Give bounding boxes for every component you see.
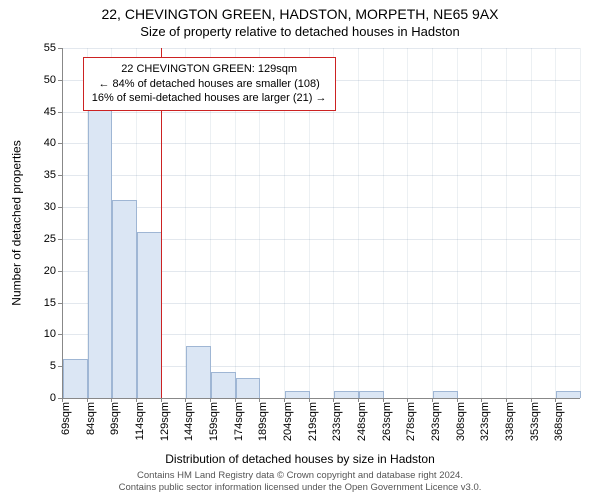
gridline-v — [580, 48, 581, 398]
info-box-line1: 22 CHEVINGTON GREEN: 129sqm — [92, 62, 327, 77]
gridline-v — [531, 48, 532, 398]
gridline-v — [457, 48, 458, 398]
gridline-v — [407, 48, 408, 398]
x-axis-line — [62, 398, 580, 399]
x-tick-label: 248sqm — [356, 402, 368, 441]
histogram-bar — [137, 232, 162, 398]
x-tick-label: 174sqm — [233, 402, 245, 441]
histogram-bar — [556, 391, 581, 398]
histogram-bar — [334, 391, 359, 398]
x-tick-label: 144sqm — [183, 402, 195, 441]
x-tick-label: 219sqm — [307, 402, 319, 441]
y-axis-label-container: Number of detached properties — [10, 48, 24, 398]
footer-attribution: Contains HM Land Registry data © Crown c… — [0, 470, 600, 494]
histogram-bar — [211, 372, 236, 398]
gridline-v — [432, 48, 433, 398]
chart-plot-area: 051015202530354045505569sqm84sqm99sqm114… — [62, 48, 580, 398]
x-tick-label: 69sqm — [60, 402, 72, 435]
x-tick-label: 129sqm — [159, 402, 171, 441]
gridline-h — [62, 207, 580, 208]
x-tick-label: 233sqm — [331, 402, 343, 441]
info-box: 22 CHEVINGTON GREEN: 129sqm← 84% of deta… — [83, 57, 336, 112]
gridline-h — [62, 112, 580, 113]
x-axis-label: Distribution of detached houses by size … — [0, 452, 600, 466]
histogram-bar — [112, 200, 137, 398]
histogram-bar — [433, 391, 458, 398]
histogram-bar — [88, 104, 113, 398]
histogram-bar — [359, 391, 384, 398]
x-tick-label: 293sqm — [430, 402, 442, 441]
footer-line1: Contains HM Land Registry data © Crown c… — [0, 470, 600, 482]
x-tick-label: 368sqm — [553, 402, 565, 441]
info-box-line3: 16% of semi-detached houses are larger (… — [92, 91, 327, 106]
x-tick-label: 99sqm — [109, 402, 121, 435]
histogram-bar — [186, 346, 211, 398]
gridline-h — [62, 175, 580, 176]
gridline-v — [506, 48, 507, 398]
page-title-line2: Size of property relative to detached ho… — [0, 24, 600, 39]
x-tick-label: 189sqm — [257, 402, 269, 441]
footer-line2: Contains public sector information licen… — [0, 482, 600, 494]
gridline-h — [62, 48, 580, 49]
x-tick-label: 308sqm — [455, 402, 467, 441]
x-tick-label: 278sqm — [405, 402, 417, 441]
x-tick-label: 263sqm — [381, 402, 393, 441]
x-tick-label: 114sqm — [134, 402, 146, 440]
histogram-bar — [236, 378, 261, 398]
y-axis-label: Number of detached properties — [10, 140, 24, 305]
gridline-v — [481, 48, 482, 398]
gridline-v — [383, 48, 384, 398]
histogram-bar — [63, 359, 88, 398]
gridline-v — [555, 48, 556, 398]
x-tick-label: 204sqm — [282, 402, 294, 441]
x-tick-label: 84sqm — [85, 402, 97, 435]
gridline-h — [62, 143, 580, 144]
gridline-v — [358, 48, 359, 398]
x-tick-label: 159sqm — [208, 402, 220, 441]
page-title-line1: 22, CHEVINGTON GREEN, HADSTON, MORPETH, … — [0, 6, 600, 22]
info-box-line2: ← 84% of detached houses are smaller (10… — [92, 77, 327, 92]
x-tick-label: 323sqm — [479, 402, 491, 441]
y-axis-line — [62, 48, 63, 398]
x-tick-label: 338sqm — [504, 402, 516, 441]
histogram-bar — [285, 391, 310, 398]
x-tick-label: 353sqm — [529, 402, 541, 441]
